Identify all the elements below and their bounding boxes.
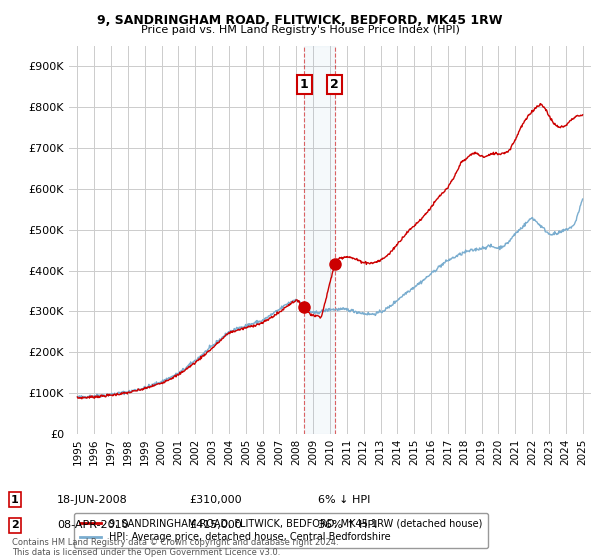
Text: Price paid vs. HM Land Registry's House Price Index (HPI): Price paid vs. HM Land Registry's House …: [140, 25, 460, 35]
Text: 6% ↓ HPI: 6% ↓ HPI: [318, 494, 370, 505]
Text: 9, SANDRINGHAM ROAD, FLITWICK, BEDFORD, MK45 1RW: 9, SANDRINGHAM ROAD, FLITWICK, BEDFORD, …: [97, 14, 503, 27]
Text: Contains HM Land Registry data © Crown copyright and database right 2024.
This d: Contains HM Land Registry data © Crown c…: [12, 538, 338, 557]
Legend: 9, SANDRINGHAM ROAD, FLITWICK, BEDFORD, MK45 1RW (detached house), HPI: Average : 9, SANDRINGHAM ROAD, FLITWICK, BEDFORD, …: [74, 512, 488, 548]
Text: 2: 2: [11, 520, 19, 530]
Text: £310,000: £310,000: [189, 494, 242, 505]
Text: 1: 1: [299, 78, 308, 91]
Text: 1: 1: [11, 494, 19, 505]
Text: 08-APR-2010: 08-APR-2010: [57, 520, 128, 530]
Bar: [304, 46, 335, 434]
Text: 36% ↑ HPI: 36% ↑ HPI: [318, 520, 377, 530]
Text: 18-JUN-2008: 18-JUN-2008: [57, 494, 128, 505]
Text: 2: 2: [330, 78, 339, 91]
Text: £415,000: £415,000: [189, 520, 242, 530]
